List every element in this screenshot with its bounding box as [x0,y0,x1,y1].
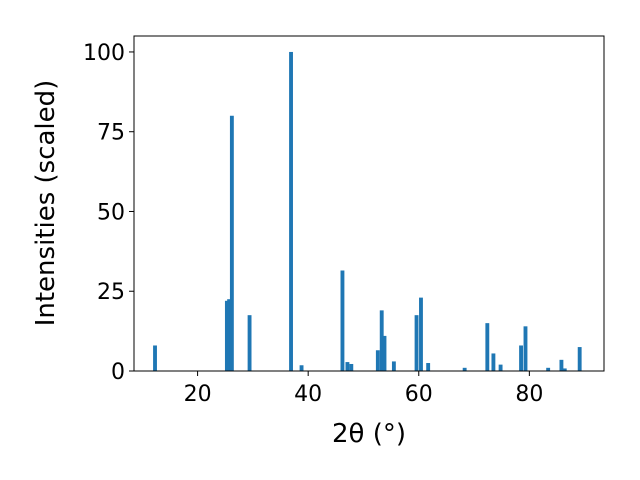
x-axis: 20 40 60 80 [184,371,543,407]
bar [382,335,387,371]
bar [289,51,293,371]
y-tick-label: 50 [97,200,125,225]
x-axis-label: 2θ (°) [332,419,406,449]
y-axis: 0 25 50 75 100 [83,41,134,385]
bar [340,270,345,371]
bar [229,115,234,371]
bar [519,345,523,371]
bar [559,359,564,371]
bar [562,368,567,371]
bar [379,310,384,371]
bar [523,326,528,371]
bar [426,363,431,371]
y-tick-label: 100 [83,41,125,66]
y-tick-label: 25 [97,280,125,305]
bar [498,364,503,371]
bar [227,299,232,371]
y-tick-label: 0 [111,360,125,385]
bar [224,300,229,371]
bar [247,315,252,371]
bar [546,367,551,371]
bar [299,365,304,371]
bar [153,345,157,371]
bar [485,323,490,371]
bar [414,315,419,371]
x-tick-label: 80 [515,382,543,407]
bar [391,361,396,371]
bar [419,297,423,371]
bar-series [153,51,582,371]
bar [462,367,467,371]
bar [349,363,354,371]
y-axis-label: Intensities (scaled) [31,80,61,327]
bar [577,347,582,371]
y-tick-label: 75 [97,121,125,146]
plot-frame [133,35,605,372]
x-tick-label: 40 [294,382,322,407]
bar [345,362,350,371]
x-tick-label: 20 [184,382,212,407]
x-tick-label: 60 [405,382,433,407]
bar [375,350,380,371]
bar [491,353,496,371]
